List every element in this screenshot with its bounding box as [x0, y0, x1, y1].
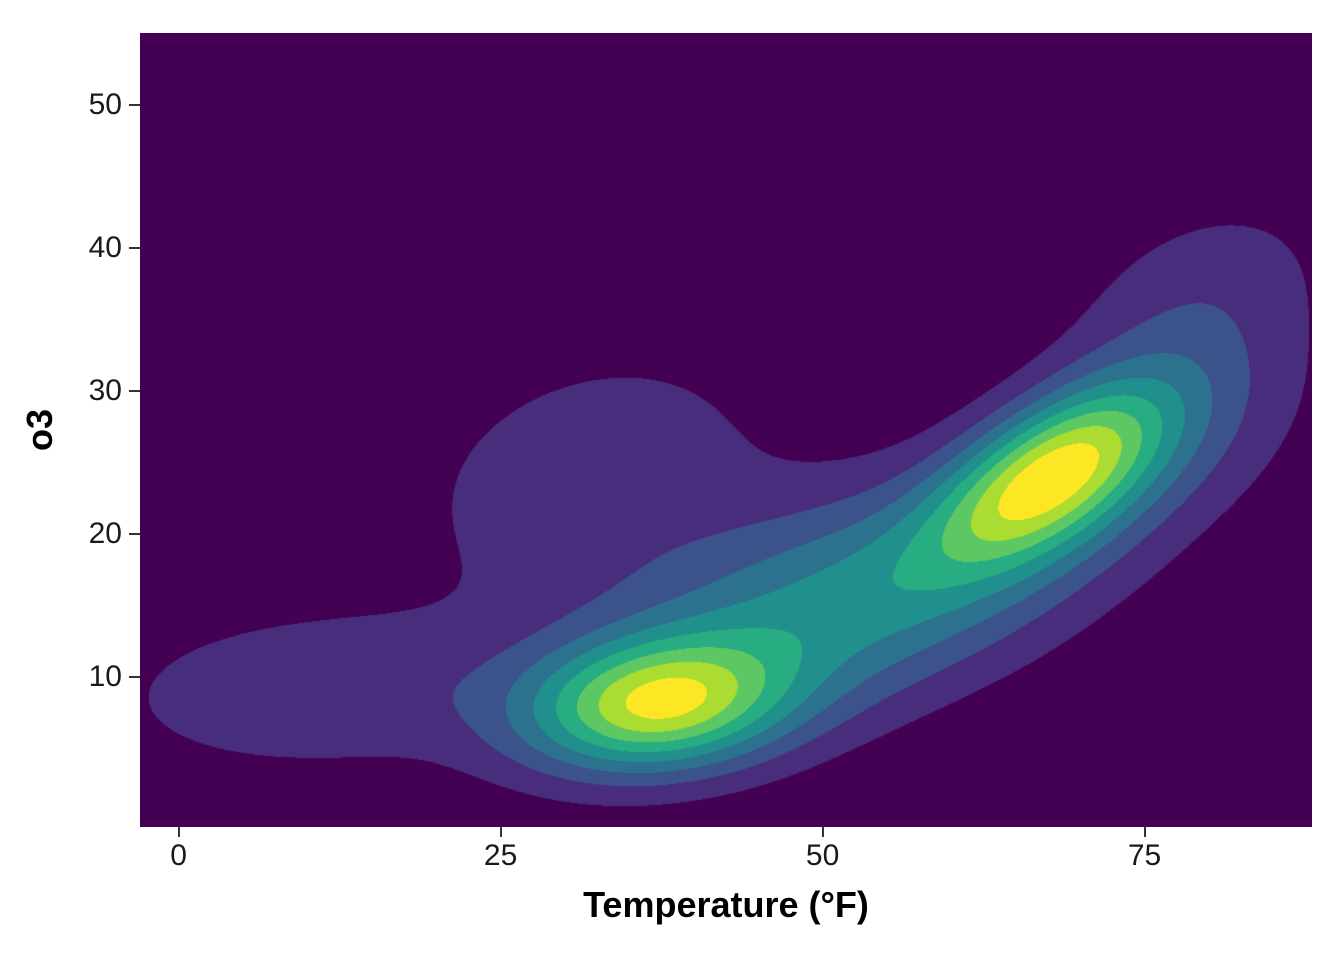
x-tick-mark — [1143, 827, 1146, 837]
x-tick-label: 0 — [170, 839, 187, 872]
y-tick-mark — [129, 103, 140, 106]
y-tick-label: 20 — [88, 516, 122, 550]
x-tick-mark — [821, 827, 824, 837]
x-tick-label: 50 — [805, 839, 840, 872]
y-tick-mark — [129, 675, 140, 678]
y-tick-label: 50 — [88, 87, 122, 121]
x-axis-title: Temperature (°F) — [583, 884, 869, 925]
x-tick-mark — [177, 827, 180, 837]
x-tick-mark — [499, 827, 502, 837]
y-axis-title: o3 — [19, 408, 60, 452]
x-tick-label: 75 — [1127, 839, 1162, 872]
y-tick-mark — [129, 246, 140, 249]
x-tick-label: 25 — [483, 839, 518, 872]
y-tick-label: 30 — [88, 373, 122, 407]
y-tick-label: 40 — [88, 230, 122, 264]
plot-panel — [140, 33, 1312, 827]
y-tick-mark — [129, 532, 140, 535]
density-contour-canvas — [140, 33, 1312, 827]
y-tick-mark — [129, 389, 140, 392]
y-tick-label: 10 — [88, 659, 122, 693]
